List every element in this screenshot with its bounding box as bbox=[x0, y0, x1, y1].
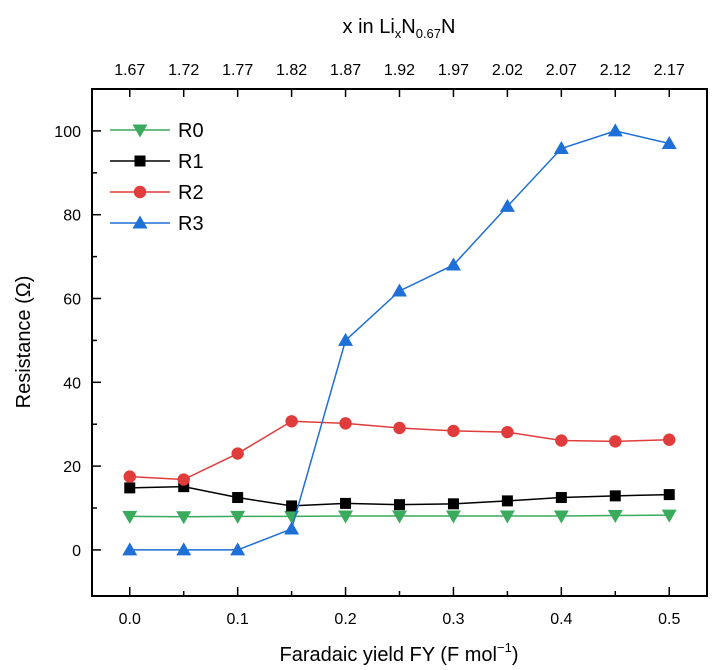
legend-label: R0 bbox=[178, 120, 204, 142]
data-point-r0 bbox=[553, 510, 569, 524]
x-tick-label: 0.2 bbox=[334, 611, 356, 628]
data-point-r1 bbox=[609, 490, 621, 502]
data-point-r2 bbox=[231, 447, 244, 460]
y-tick-label: 40 bbox=[63, 375, 81, 392]
legend-label: R2 bbox=[178, 182, 204, 204]
top-axis-title-part: N bbox=[401, 16, 415, 38]
data-point-r3 bbox=[661, 135, 677, 149]
top-axis-title-part: 0.67 bbox=[416, 26, 441, 41]
top-axis-title: x in LixN0.67N bbox=[343, 16, 456, 41]
legend-item-r0: R0 bbox=[110, 120, 204, 142]
data-point-r2 bbox=[123, 470, 136, 483]
series-line-r3 bbox=[129, 130, 670, 551]
data-point-r1 bbox=[501, 495, 513, 507]
top-tick-label: 2.17 bbox=[654, 62, 685, 79]
data-point-r2 bbox=[339, 417, 352, 430]
top-tick-label: 1.92 bbox=[384, 62, 415, 79]
data-point-r0 bbox=[176, 511, 192, 525]
data-point-r0 bbox=[230, 510, 246, 524]
data-point-r2 bbox=[555, 434, 568, 447]
data-point-r0 bbox=[338, 510, 354, 524]
legend-item-r2: R2 bbox=[110, 182, 204, 204]
data-point-r3 bbox=[176, 542, 192, 556]
legend-marker bbox=[132, 124, 148, 138]
legend-item-r1: R1 bbox=[110, 151, 204, 173]
data-point-r1 bbox=[340, 497, 352, 509]
data-point-r2 bbox=[501, 425, 514, 439]
top-tick-label: 2.12 bbox=[600, 62, 631, 79]
data-point-r2 bbox=[285, 415, 298, 428]
legend-label: R3 bbox=[178, 213, 204, 235]
y-tick-label: 80 bbox=[63, 208, 81, 225]
series-r2 bbox=[123, 415, 676, 486]
top-axis-title-part: x bbox=[395, 26, 402, 41]
top-tick-label: 1.77 bbox=[222, 62, 253, 79]
data-point-r2 bbox=[447, 424, 460, 438]
data-point-r1 bbox=[286, 500, 298, 512]
x-tick-label: 0.5 bbox=[658, 611, 680, 628]
y-axis-title: Resistance (Ω) bbox=[13, 276, 35, 409]
top-tick-label: 1.87 bbox=[330, 62, 361, 79]
x-tick-label: 0.3 bbox=[442, 611, 464, 628]
data-point-r3 bbox=[499, 198, 515, 212]
y-tick-label: 60 bbox=[63, 292, 81, 309]
data-point-r0 bbox=[661, 509, 677, 523]
data-point-r1 bbox=[394, 499, 405, 511]
data-point-r3 bbox=[284, 521, 300, 535]
top-tick-label: 2.02 bbox=[492, 62, 523, 79]
x-tick-label: 0.1 bbox=[227, 611, 249, 628]
top-tick-label: 2.07 bbox=[546, 62, 577, 79]
legend-marker bbox=[134, 155, 146, 167]
data-point-r0 bbox=[445, 510, 461, 524]
top-axis-title-part: N bbox=[441, 16, 455, 38]
data-point-r3 bbox=[445, 257, 461, 271]
x-tick-label: 0.0 bbox=[119, 611, 141, 628]
data-point-r2 bbox=[663, 433, 676, 446]
data-point-r3 bbox=[230, 542, 246, 556]
top-tick-label: 1.72 bbox=[168, 62, 199, 79]
data-point-r3 bbox=[338, 332, 354, 346]
data-point-r0 bbox=[607, 510, 623, 524]
data-point-r1 bbox=[178, 481, 190, 493]
x-axis-title: Faradaic yield FY (F mol−1) bbox=[280, 640, 519, 666]
data-point-r3 bbox=[392, 283, 407, 297]
legend-label: R1 bbox=[178, 151, 204, 173]
top-tick-label: 1.67 bbox=[114, 62, 145, 79]
legend-item-r3: R3 bbox=[110, 213, 204, 235]
data-point-r1 bbox=[124, 482, 136, 494]
data-point-r2 bbox=[393, 421, 406, 435]
data-point-r1 bbox=[555, 492, 567, 504]
data-point-r2 bbox=[609, 435, 622, 448]
y-tick-label: 0 bbox=[72, 543, 81, 560]
top-tick-label: 1.82 bbox=[276, 62, 307, 79]
data-point-r3 bbox=[122, 542, 138, 556]
data-point-r1 bbox=[447, 498, 459, 510]
data-point-r0 bbox=[499, 510, 515, 524]
data-point-r3 bbox=[553, 140, 569, 154]
y-tick-label: 100 bbox=[54, 124, 81, 141]
series-r1 bbox=[124, 481, 675, 512]
y-tick-label: 20 bbox=[63, 459, 81, 476]
data-point-r3 bbox=[607, 123, 623, 137]
data-point-r0 bbox=[392, 510, 407, 524]
legend-marker bbox=[133, 185, 147, 199]
data-point-r1 bbox=[232, 492, 244, 504]
top-tick-label: 1.97 bbox=[438, 62, 469, 79]
series-r0 bbox=[122, 509, 677, 525]
data-point-r1 bbox=[663, 489, 675, 501]
top-axis-title-part: x in Li bbox=[343, 16, 395, 38]
series-r3 bbox=[122, 123, 677, 556]
x-tick-label: 0.4 bbox=[550, 611, 572, 628]
data-point-r0 bbox=[122, 510, 138, 524]
data-point-r2 bbox=[177, 473, 190, 486]
legend-marker bbox=[132, 215, 148, 229]
